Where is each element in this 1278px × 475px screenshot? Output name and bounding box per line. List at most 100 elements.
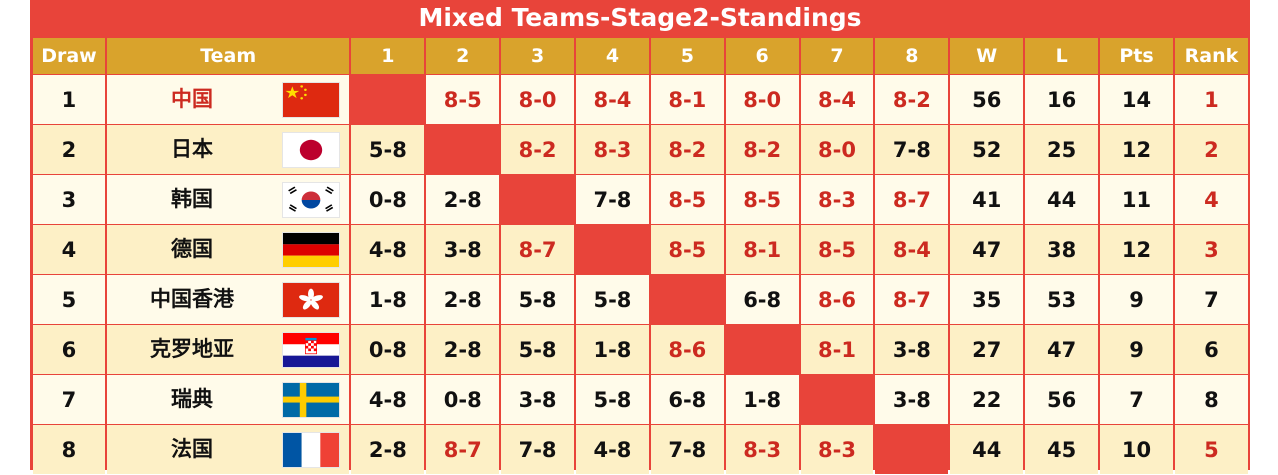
self-match-cell [725, 325, 799, 374]
losses-cell: 47 [1025, 325, 1099, 374]
wins-cell: 52 [950, 125, 1024, 174]
header-points: Pts [1100, 38, 1173, 74]
team-cell: 中国 [106, 75, 350, 124]
result-cell: 3-8 [875, 375, 949, 424]
rank-cell: 7 [1174, 275, 1248, 324]
header-opponent-5: 5 [650, 38, 724, 74]
losses-cell: 56 [1025, 375, 1099, 424]
result-cell: 8-4 [576, 75, 649, 124]
result-cell: 6-8 [725, 275, 799, 324]
result-cell: 5-8 [576, 275, 649, 324]
self-match-cell [800, 375, 874, 424]
result-cell: 8-6 [800, 275, 874, 324]
result-cell: 8-5 [650, 225, 724, 274]
header-row: Draw Team 1 2 3 4 5 6 7 8 W L Pts Rank [33, 38, 1248, 74]
draw-cell: 8 [33, 425, 105, 474]
result-cell: 5-8 [576, 375, 649, 424]
result-cell: 8-0 [725, 75, 799, 124]
croatia-flag-icon [282, 333, 339, 367]
result-cell: 8-3 [725, 425, 799, 474]
self-match-cell [576, 225, 649, 274]
points-cell: 12 [1100, 225, 1173, 274]
wins-cell: 35 [950, 275, 1024, 324]
table-row: 6 克罗地亚 0-8 2-8 5-8 1-8 8-6 8-1 3-8 27 47 9 6 [33, 325, 1248, 374]
hong-kong-flag-icon [282, 283, 339, 317]
result-cell: 8-2 [725, 125, 799, 174]
france-flag-icon [282, 433, 339, 467]
header-team: Team [106, 38, 350, 74]
team-name: 日本 [170, 137, 213, 161]
self-match-cell [875, 425, 949, 474]
result-cell: 8-4 [875, 225, 949, 274]
result-cell: 8-5 [800, 225, 874, 274]
team-cell: 德国 [106, 225, 350, 274]
header-rank: Rank [1174, 38, 1248, 74]
result-cell: 5-8 [501, 275, 575, 324]
header-wins: W [950, 38, 1024, 74]
china-flag-icon [282, 83, 339, 117]
result-cell: 8-2 [650, 125, 724, 174]
sweden-flag-icon [282, 383, 339, 417]
header-opponent-1: 1 [351, 38, 425, 74]
header-opponent-2: 2 [426, 38, 500, 74]
korea-flag-icon [282, 183, 339, 217]
result-cell: 3-8 [875, 325, 949, 374]
result-cell: 8-7 [875, 175, 949, 224]
header-opponent-3: 3 [501, 38, 575, 74]
result-cell: 8-1 [725, 225, 799, 274]
draw-cell: 3 [33, 175, 105, 224]
result-cell: 8-3 [800, 425, 874, 474]
header-draw: Draw [33, 38, 105, 74]
header-opponent-6: 6 [725, 38, 799, 74]
result-cell: 7-8 [650, 425, 724, 474]
wins-cell: 27 [950, 325, 1024, 374]
points-cell: 10 [1100, 425, 1173, 474]
self-match-cell [426, 125, 500, 174]
result-cell: 8-3 [576, 125, 649, 174]
rank-cell: 2 [1174, 125, 1248, 174]
result-cell: 8-1 [800, 325, 874, 374]
team-cell: 克罗地亚 [106, 325, 350, 374]
result-cell: 0-8 [426, 375, 500, 424]
table-row: 2 日本 5-8 8-2 8-3 8-2 8-2 8-0 7-8 52 25 12 2 [33, 125, 1248, 174]
result-cell: 4-8 [351, 375, 425, 424]
header-losses: L [1025, 38, 1099, 74]
result-cell: 4-8 [351, 225, 425, 274]
rank-cell: 1 [1174, 75, 1248, 124]
result-cell: 2-8 [426, 275, 500, 324]
result-cell: 8-3 [800, 175, 874, 224]
points-cell: 9 [1100, 325, 1173, 374]
result-cell: 8-2 [875, 75, 949, 124]
table-row: 5 中国香港 1-8 2-8 5-8 5-8 6-8 8-6 8-7 35 53 9 7 [33, 275, 1248, 324]
result-cell: 8-4 [800, 75, 874, 124]
team-name: 韩国 [170, 187, 213, 211]
result-cell: 2-8 [426, 175, 500, 224]
header-opponent-4: 4 [576, 38, 649, 74]
wins-cell: 56 [950, 75, 1024, 124]
result-cell: 1-8 [725, 375, 799, 424]
points-cell: 7 [1100, 375, 1173, 424]
rank-cell: 8 [1174, 375, 1248, 424]
result-cell: 8-0 [501, 75, 575, 124]
draw-cell: 5 [33, 275, 105, 324]
table-row: 7 瑞典 4-8 0-8 3-8 5-8 6-8 1-8 3-8 22 56 7 8 [33, 375, 1248, 424]
team-cell: 韩国 [106, 175, 350, 224]
draw-cell: 6 [33, 325, 105, 374]
result-cell: 8-7 [875, 275, 949, 324]
header-opponent-8: 8 [875, 38, 949, 74]
team-name: 瑞典 [170, 387, 213, 411]
result-cell: 2-8 [351, 425, 425, 474]
germany-flag-icon [282, 233, 339, 267]
result-cell: 8-6 [650, 325, 724, 374]
result-cell: 1-8 [351, 275, 425, 324]
table-row: 3 韩国 0-8 2-8 7-8 8-5 8-5 8-3 8-7 41 44 11 4 [33, 175, 1248, 224]
table-row: 4 德国 4-8 3-8 8-7 8-5 8-1 8-5 8-4 47 38 12 3 [33, 225, 1248, 274]
result-cell: 3-8 [501, 375, 575, 424]
team-name: 中国 [170, 87, 213, 111]
result-cell: 7-8 [875, 125, 949, 174]
draw-cell: 1 [33, 75, 105, 124]
wins-cell: 47 [950, 225, 1024, 274]
losses-cell: 53 [1025, 275, 1099, 324]
draw-cell: 2 [33, 125, 105, 174]
result-cell: 8-0 [800, 125, 874, 174]
